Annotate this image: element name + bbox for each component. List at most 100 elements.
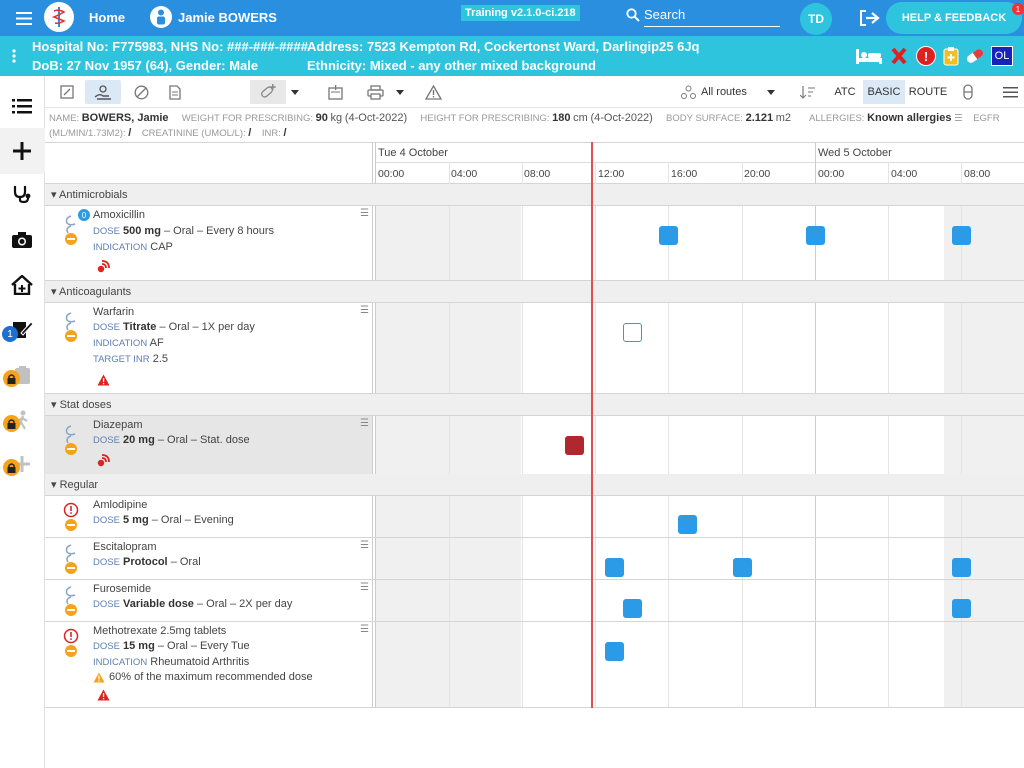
locked-walking-icon[interactable] bbox=[10, 409, 34, 431]
help-feedback-button[interactable]: HELP & FEEDBACK bbox=[886, 2, 1022, 34]
add-medication-icon[interactable] bbox=[250, 80, 286, 104]
version-badge: Training v2.1.0-ci.218 bbox=[461, 5, 580, 21]
row-menu-icon[interactable]: ☰ bbox=[360, 305, 369, 316]
med-row-escitalopram[interactable]: Escitalopram ☰ DOSE Protocol – Oral bbox=[45, 538, 1024, 580]
allergies-label: ALLERGIES: bbox=[809, 113, 865, 124]
add-icon[interactable] bbox=[10, 140, 34, 162]
clipboard-icon[interactable] bbox=[942, 45, 960, 67]
med-row-warfarin[interactable]: Warfarin ☰ DOSE Titrate – Oral – 1X per … bbox=[45, 303, 1024, 394]
med-name[interactable]: Diazepam bbox=[93, 419, 143, 431]
search-input[interactable]: Search bbox=[644, 7, 780, 27]
search-icon[interactable] bbox=[626, 8, 640, 22]
dose-due-marker[interactable] bbox=[678, 515, 697, 534]
dose-label: DOSE bbox=[93, 226, 120, 237]
med-name[interactable]: Amoxicillin bbox=[93, 209, 145, 221]
logout-icon[interactable] bbox=[860, 9, 880, 27]
stethoscope-icon[interactable] bbox=[10, 183, 34, 205]
list-icon[interactable] bbox=[10, 96, 34, 116]
row-menu-icon[interactable]: ☰ bbox=[360, 540, 369, 551]
group-header-anticoagulants[interactable]: ▾ Anticoagulants bbox=[45, 281, 1024, 303]
chevron-down-icon[interactable] bbox=[763, 80, 779, 104]
allergies-menu-icon[interactable]: ☰ bbox=[954, 113, 963, 124]
administer-icon[interactable] bbox=[85, 80, 121, 104]
camera-icon[interactable] bbox=[10, 229, 34, 251]
row-menu-icon[interactable]: ☰ bbox=[360, 624, 369, 635]
exclamation-alert-icon[interactable]: ! bbox=[916, 46, 936, 66]
lock-icon bbox=[3, 415, 20, 432]
controlled-drug-alert-icon[interactable] bbox=[96, 453, 110, 467]
row-menu-icon[interactable]: ☰ bbox=[360, 582, 369, 593]
prescribe-icon[interactable] bbox=[55, 80, 79, 104]
bed-icon[interactable] bbox=[854, 45, 884, 67]
dose-due-marker[interactable] bbox=[623, 599, 642, 618]
height-unit: cm bbox=[573, 112, 588, 124]
allergies-value[interactable]: Known allergies bbox=[867, 112, 952, 124]
med-row-amoxicillin[interactable]: 0 Amoxicillin ☰ DOSE 500 mg – Oral – Eve… bbox=[45, 206, 1024, 281]
dose-detail: – Oral – 1X per day bbox=[159, 321, 255, 333]
warning-icon[interactable] bbox=[421, 80, 445, 104]
dose-due-marker[interactable] bbox=[806, 226, 825, 245]
cross-alert-icon[interactable] bbox=[890, 46, 908, 66]
home-add-icon[interactable] bbox=[10, 274, 34, 296]
dose-due-marker[interactable] bbox=[659, 226, 678, 245]
routes-select[interactable]: All routes bbox=[701, 86, 747, 98]
indication-line: INDICATION Rheumatoid Arthritis bbox=[93, 656, 249, 668]
indication-label: INDICATION bbox=[93, 657, 148, 668]
med-name[interactable]: Furosemide bbox=[93, 583, 152, 595]
warning-alert-icon[interactable] bbox=[96, 373, 110, 386]
print-dropdown-icon[interactable] bbox=[393, 80, 407, 104]
dose-detail: – Oral – Every 8 hours bbox=[163, 225, 275, 237]
warning-alert-icon[interactable] bbox=[96, 688, 110, 701]
dose-titrate-marker[interactable] bbox=[623, 323, 642, 342]
indication-value: AF bbox=[149, 337, 164, 349]
app-logo-icon[interactable] bbox=[44, 2, 74, 32]
med-row-methotrexate[interactable]: Methotrexate 2.5mg tablets ☰ DOSE 15 mg … bbox=[45, 622, 1024, 708]
pill-icon[interactable] bbox=[964, 46, 986, 66]
ol-badge[interactable]: OL bbox=[991, 46, 1013, 66]
group-header-regular[interactable]: ▾ Regular bbox=[45, 474, 1024, 496]
sort-icon[interactable] bbox=[797, 80, 819, 104]
dose-due-marker[interactable] bbox=[952, 558, 971, 577]
med-row-amlodipine[interactable]: Amlodipine DOSE 5 mg – Oral – Evening bbox=[45, 496, 1024, 538]
dose-due-marker[interactable] bbox=[605, 558, 624, 577]
dose-line: DOSE 500 mg – Oral – Every 8 hours bbox=[93, 225, 274, 237]
routes-icon[interactable] bbox=[678, 80, 698, 104]
atc-view-button[interactable]: ATC bbox=[834, 86, 856, 98]
patient-name[interactable]: Jamie BOWERS bbox=[178, 10, 277, 25]
hamburger-menu-icon[interactable] bbox=[999, 80, 1021, 104]
med-name[interactable]: Methotrexate 2.5mg tablets bbox=[93, 625, 227, 637]
route-view-button[interactable]: ROUTE bbox=[908, 86, 948, 98]
med-name[interactable]: Warfarin bbox=[93, 306, 135, 318]
document-icon[interactable] bbox=[163, 80, 187, 104]
dose-given-marker[interactable] bbox=[565, 436, 584, 455]
dose-label: DOSE bbox=[93, 641, 120, 652]
pill-filter-icon[interactable] bbox=[957, 80, 979, 104]
row-menu-icon[interactable]: ☰ bbox=[360, 208, 369, 219]
med-row-diazepam[interactable]: Diazepam ☰ DOSE 20 mg – Oral – Stat. dos… bbox=[45, 416, 1024, 476]
more-vertical-icon[interactable] bbox=[8, 48, 20, 64]
dose-due-marker[interactable] bbox=[952, 226, 971, 245]
add-medication-dropdown-icon[interactable] bbox=[288, 80, 302, 104]
creatinine-value: / bbox=[248, 127, 252, 139]
user-avatar[interactable]: TD bbox=[800, 3, 832, 35]
egfr-label: EGFR bbox=[973, 113, 1000, 124]
group-header-stat-doses[interactable]: ▾ Stat doses bbox=[45, 394, 1024, 416]
calendar-add-icon[interactable] bbox=[323, 80, 347, 104]
basic-view-button[interactable]: BASIC bbox=[863, 80, 905, 104]
home-link[interactable]: Home bbox=[89, 10, 126, 25]
med-name[interactable]: Amlodipine bbox=[93, 499, 148, 511]
group-header-antimicrobials[interactable]: ▾ Antimicrobials bbox=[45, 184, 1024, 206]
antibiotic-alert-icon[interactable] bbox=[96, 259, 110, 273]
menu-icon[interactable] bbox=[14, 8, 34, 28]
dose-due-marker[interactable] bbox=[605, 642, 624, 661]
egfr-value: / bbox=[128, 127, 132, 139]
height-label: HEIGHT FOR PRESCRIBING: bbox=[420, 113, 550, 124]
med-name[interactable]: Escitalopram bbox=[93, 541, 157, 553]
discontinue-icon[interactable] bbox=[129, 80, 153, 104]
locked-add-icon[interactable] bbox=[10, 453, 34, 475]
med-row-furosemide[interactable]: Furosemide ☰ DOSE Variable dose – Oral –… bbox=[45, 580, 1024, 622]
dose-due-marker[interactable] bbox=[733, 558, 752, 577]
dose-due-marker[interactable] bbox=[952, 599, 971, 618]
print-icon[interactable] bbox=[363, 80, 387, 104]
row-menu-icon[interactable]: ☰ bbox=[360, 418, 369, 429]
